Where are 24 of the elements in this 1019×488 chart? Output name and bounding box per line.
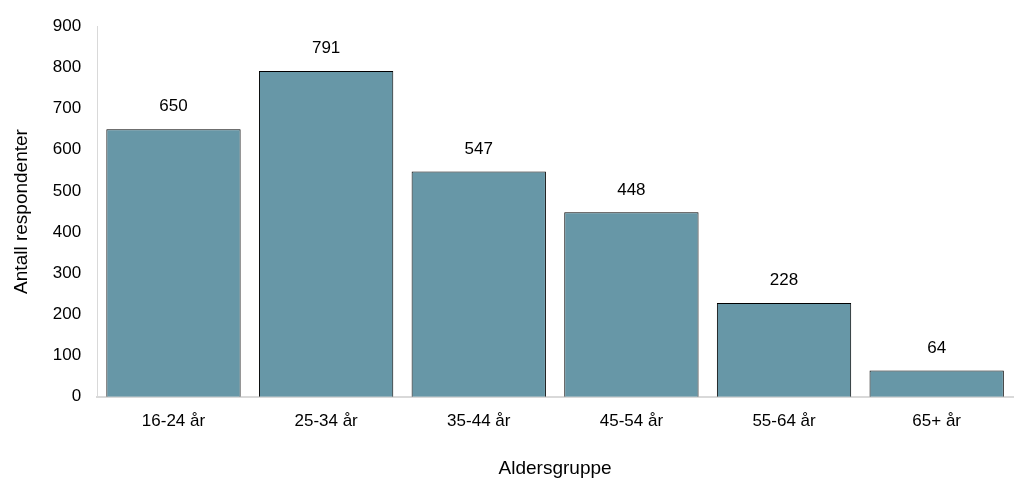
data-label: 228 xyxy=(769,270,799,290)
data-label: 448 xyxy=(617,179,646,199)
data-label: 650 xyxy=(159,96,188,116)
data-label: 791 xyxy=(311,38,341,58)
x-tick-label: 25-34 år xyxy=(294,410,359,430)
y-tick-label: 400 xyxy=(52,221,82,241)
y-tick-label: 700 xyxy=(52,98,82,118)
y-tick-label: 900 xyxy=(52,15,82,35)
x-axis-title: Aldersgruppe xyxy=(498,456,612,478)
data-label: 547 xyxy=(464,138,493,158)
y-tick-label: 500 xyxy=(52,180,82,200)
data-label: 64 xyxy=(927,337,947,357)
y-tick-label: 0 xyxy=(71,386,82,406)
y-tick-label: 100 xyxy=(52,345,82,365)
y-tick-label: 300 xyxy=(52,262,82,282)
y-axis-title: Antall respondenter xyxy=(9,128,31,294)
x-tick-label: 35-44 år xyxy=(447,410,511,430)
y-tick-label: 800 xyxy=(52,57,82,77)
x-tick-label: 16-24 år xyxy=(141,410,206,430)
x-tick-label: 55-64 år xyxy=(752,410,817,430)
y-tick-label: 600 xyxy=(52,139,82,159)
x-tick-label: 65+ år xyxy=(912,410,962,430)
x-tick-label: 45-54 år xyxy=(599,410,664,430)
y-tick-label: 200 xyxy=(52,304,82,324)
